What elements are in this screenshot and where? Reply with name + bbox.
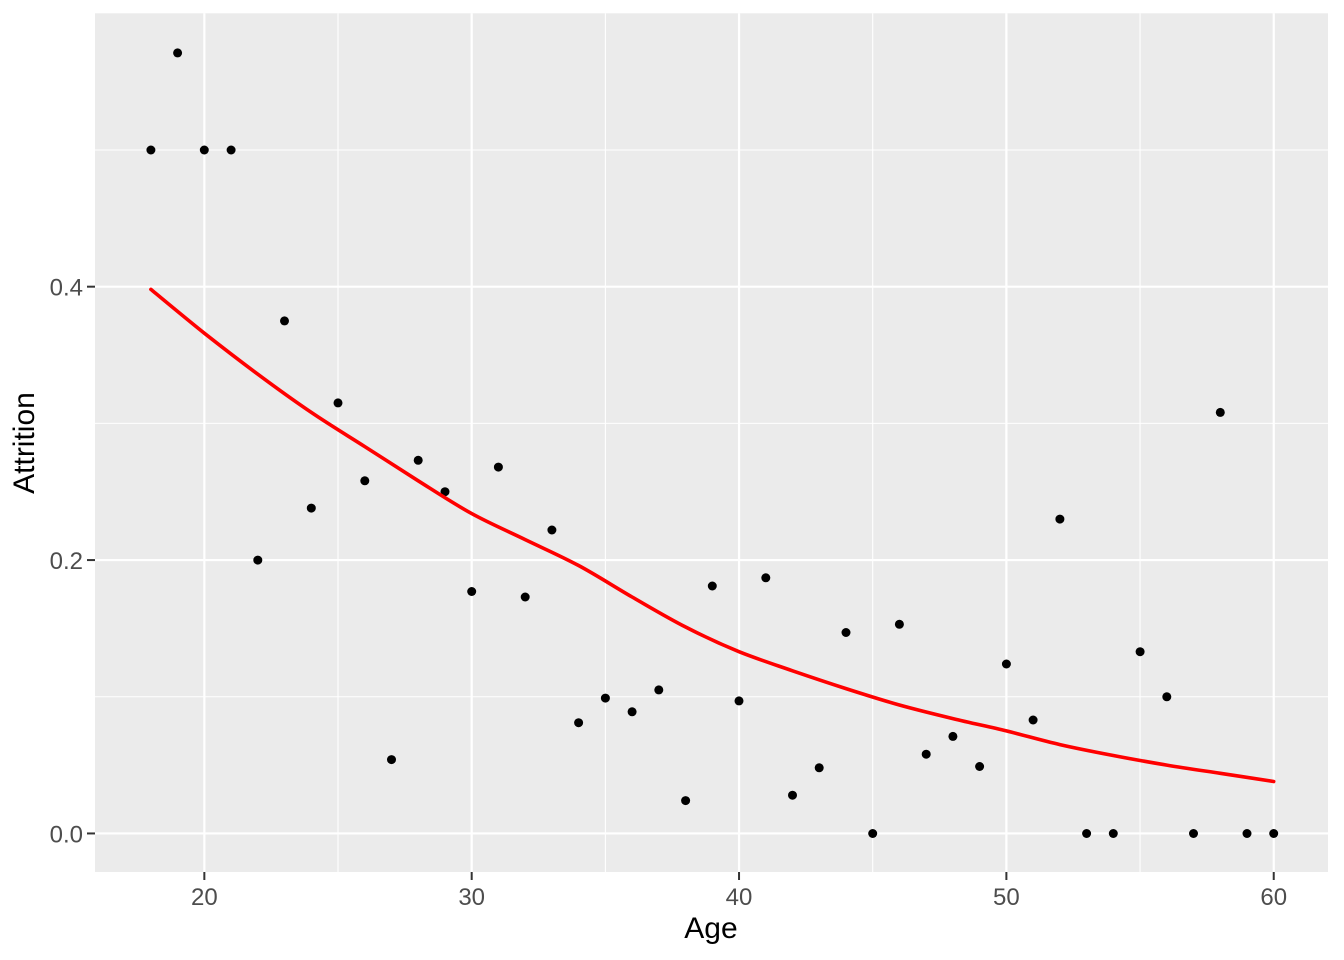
x-tick-label: 50: [993, 884, 1020, 911]
plot-panel: [95, 13, 1328, 873]
data-point: [333, 398, 343, 408]
x-axis-title: Age: [684, 912, 737, 945]
data-point: [948, 731, 958, 741]
data-point: [681, 796, 691, 806]
data-point: [1055, 514, 1065, 524]
data-point: [1028, 715, 1038, 725]
y-tick-label: 0.2: [50, 548, 83, 575]
data-point: [280, 316, 289, 326]
data-point: [868, 829, 878, 838]
data-point: [1215, 407, 1225, 417]
y-axis-title: Attrition: [8, 392, 41, 494]
panel-background: [95, 13, 1328, 873]
data-point: [654, 685, 664, 695]
y-tick-label: 0.0: [50, 821, 83, 848]
data-point: [841, 628, 851, 637]
x-tick-label: 20: [191, 884, 218, 911]
data-point: [1082, 829, 1092, 838]
data-point: [520, 592, 530, 602]
data-point: [788, 790, 797, 800]
data-point: [1189, 829, 1198, 838]
data-point: [199, 145, 209, 155]
data-point: [547, 525, 557, 535]
data-point: [360, 476, 370, 486]
data-point: [226, 145, 236, 155]
data-point: [387, 755, 396, 765]
data-point: [1135, 647, 1145, 657]
data-point: [1242, 829, 1252, 838]
data-point: [574, 718, 584, 728]
data-point: [894, 619, 904, 629]
x-tick-label: 40: [726, 884, 753, 911]
data-point: [627, 707, 637, 717]
data-point: [173, 48, 183, 58]
data-point: [921, 749, 931, 759]
data-point: [467, 587, 477, 596]
data-point: [1269, 829, 1279, 838]
data-point: [306, 503, 316, 513]
data-point: [253, 555, 263, 565]
data-point: [440, 487, 450, 497]
data-point: [1001, 659, 1011, 669]
data-point: [1108, 829, 1118, 838]
x-tick-label: 30: [458, 884, 485, 911]
data-point: [761, 573, 771, 583]
smooth-fit-line: [149, 287, 1276, 784]
axes-layer: 20 30 40 50 60 0.0 0.2 0.4: [50, 275, 1287, 911]
data-point: [146, 145, 156, 155]
x-tick-label: 60: [1260, 884, 1287, 911]
marks-layer: [146, 48, 1279, 838]
data-point: [600, 693, 610, 703]
data-point: [493, 462, 503, 472]
data-point: [734, 696, 744, 706]
data-point: [1162, 692, 1172, 702]
y-tick-label: 0.4: [50, 275, 83, 302]
data-point: [413, 455, 423, 465]
data-point: [975, 762, 985, 771]
data-point: [814, 763, 824, 773]
data-point: [707, 581, 717, 591]
